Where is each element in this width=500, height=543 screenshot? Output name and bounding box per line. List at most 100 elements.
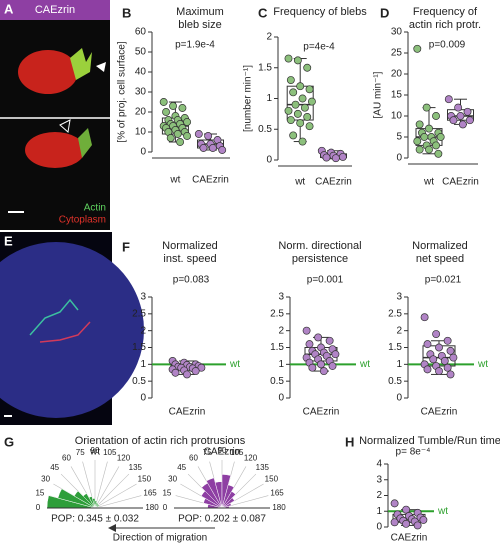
- arrowhead: [59, 119, 71, 133]
- data-point: [197, 363, 206, 372]
- data-point: [293, 56, 302, 65]
- y-tick-label: 25: [391, 48, 403, 59]
- data-point: [435, 367, 443, 376]
- y-tick-label: 20: [135, 107, 147, 118]
- y-tick-label: 0.5: [388, 376, 402, 387]
- data-point: [183, 132, 192, 140]
- y-tick-label: 0.5: [270, 376, 284, 387]
- track: [39, 321, 91, 343]
- chart-title: Maximum: [176, 6, 224, 18]
- angle-label: 15: [35, 488, 44, 497]
- wedge: [88, 496, 96, 509]
- angle-label: 180: [145, 503, 159, 512]
- cell: [25, 132, 85, 168]
- data-point: [422, 103, 431, 112]
- annotation: p=4e-4: [303, 42, 335, 53]
- y-tick-label: 0: [266, 155, 272, 166]
- data-point: [436, 133, 445, 141]
- data-point: [432, 141, 440, 150]
- wedge: [82, 493, 96, 509]
- y-tick-label: 1: [140, 359, 146, 370]
- data-point: [423, 340, 432, 349]
- data-point: [302, 326, 311, 335]
- angle-label: 60: [189, 454, 198, 463]
- spoke: [94, 473, 130, 509]
- data-point: [286, 116, 295, 124]
- y-tick-label: 1.5: [258, 62, 272, 73]
- angle-label: 45: [177, 463, 186, 472]
- y-tick-label: 2: [396, 325, 402, 336]
- panel-label: H: [345, 434, 354, 449]
- annotation: p=0.021: [425, 275, 462, 286]
- data-point: [169, 102, 178, 110]
- y-tick-label: 1.5: [388, 342, 402, 353]
- data-point: [443, 363, 452, 372]
- chart-title: Frequency of: [413, 6, 478, 18]
- data-point: [454, 103, 463, 112]
- annotation: p=0.083: [173, 275, 210, 286]
- reference-label: wt: [477, 359, 488, 370]
- wedge: [221, 497, 235, 509]
- x-tick-label: wt: [294, 177, 305, 188]
- y-tick-label: 3: [140, 292, 146, 303]
- data-point: [159, 98, 168, 106]
- panel-label: E: [4, 233, 13, 248]
- angle-label: 15: [162, 488, 171, 497]
- data-point: [456, 112, 465, 120]
- data-point: [183, 370, 191, 379]
- y-tick-label: 2.5: [132, 308, 146, 319]
- data-point: [199, 144, 208, 152]
- data-point: [444, 95, 453, 104]
- angle-label: 165: [143, 488, 157, 497]
- data-point: [162, 108, 170, 116]
- y-tick-label: 2.5: [270, 308, 284, 319]
- angle-label: 150: [265, 475, 279, 484]
- spoke: [94, 461, 108, 509]
- y-tick-label: 10: [391, 111, 403, 122]
- data-point: [419, 515, 428, 524]
- panel-label: A: [4, 1, 14, 16]
- panel-label: C: [258, 5, 268, 20]
- data-point: [420, 133, 429, 141]
- protrusion: [78, 128, 92, 158]
- data-point: [296, 82, 305, 91]
- chart-title: net speed: [416, 253, 464, 265]
- x-tick-label: CAEzrin: [315, 177, 352, 188]
- y-tick-label: 3: [396, 292, 402, 303]
- data-point: [435, 343, 443, 352]
- angle-label: 30: [41, 475, 50, 484]
- data-point: [166, 134, 175, 142]
- y-tick-label: 4: [376, 459, 382, 470]
- x-tick-label: CAEzrin: [421, 407, 458, 418]
- annotation: p=0.001: [307, 275, 344, 286]
- chart-title: inst. speed: [163, 253, 216, 265]
- series-name: wt: [89, 447, 100, 458]
- cell: [18, 50, 78, 94]
- reference-label: wt: [437, 506, 448, 517]
- arrow-label: Direction of migration: [113, 533, 207, 543]
- wedge: [221, 502, 232, 509]
- y-tick-label: 1.5: [132, 342, 146, 353]
- angle-label: 30: [168, 475, 177, 484]
- y-tick-label: 2: [140, 325, 146, 336]
- data-point: [425, 124, 433, 133]
- data-point: [178, 104, 187, 112]
- angle-label: 120: [117, 454, 131, 463]
- angle-label: 75: [203, 448, 212, 457]
- data-point: [291, 100, 300, 109]
- data-point: [413, 521, 422, 530]
- data-point: [449, 353, 458, 362]
- data-point: [307, 97, 316, 106]
- data-point: [331, 350, 340, 359]
- data-point: [328, 362, 337, 370]
- angle-label: 75: [76, 448, 85, 457]
- data-point: [303, 112, 312, 121]
- protrusion: [70, 48, 92, 80]
- data-point: [204, 132, 213, 140]
- wedge: [57, 488, 96, 509]
- angle-label: 135: [129, 463, 143, 472]
- y-tick-label: 2: [278, 325, 284, 336]
- angle-label: 165: [270, 488, 284, 497]
- spoke: [94, 495, 142, 509]
